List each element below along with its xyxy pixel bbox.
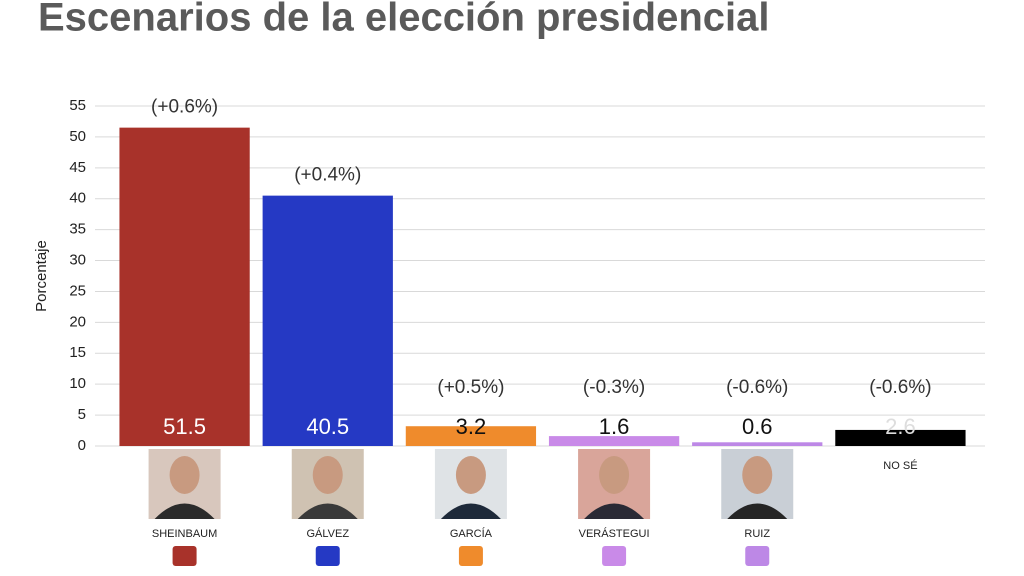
y-tick-label: 30 [69,252,86,269]
bar [548,436,680,446]
change-label: (-0.6%) [726,377,788,398]
y-tick-label: 20 [69,313,86,330]
change-label: (-0.6%) [869,377,931,398]
value-label: 40.5 [306,414,349,439]
y-tick-label: 5 [78,406,86,423]
value-label: 2.6 [885,414,916,439]
photo-body [440,503,501,519]
photo-face [599,456,630,494]
photo-body [727,503,788,519]
bar [262,195,393,446]
y-tick-label: 0 [78,437,86,454]
y-tick-label: 35 [69,221,86,238]
photo-body [584,503,645,519]
party-logo [458,546,483,566]
bar [692,442,823,446]
category-label: GÁLVEZ [306,527,349,540]
category-label: VERÁSTEGUI [579,527,650,540]
y-tick-label: 15 [69,344,86,361]
party-logo [602,546,627,566]
value-label: 1.6 [599,414,630,439]
party-logo [315,546,340,566]
change-label: (+0.6%) [151,97,218,118]
y-axis-label: Porcentaje [33,240,50,312]
photo-face [312,456,343,494]
party-logo [745,546,770,566]
change-label: (+0.4%) [294,165,361,186]
bar [835,429,966,446]
y-tick-label: 10 [69,375,86,392]
category-label: GARCÍA [450,527,493,540]
photo-face [742,456,773,494]
photo-body [154,503,215,519]
y-tick-label: 55 [69,97,86,114]
change-label: (-0.3%) [583,377,645,398]
value-label: 0.6 [742,414,773,439]
photo-body [297,503,358,519]
y-tick-label: 25 [69,282,86,299]
party-logo [172,546,197,566]
photo-face [169,456,200,494]
chart-title: Escenarios de la elección presidencial [38,0,769,40]
y-tick-label: 45 [69,159,86,176]
change-label: (+0.5%) [437,377,504,398]
category-label: SHEINBAUM [152,528,217,540]
category-label: RUIZ [744,528,770,540]
value-label: 3.2 [456,414,487,439]
bar [119,127,250,447]
bar [405,426,537,446]
value-label: 51.5 [163,414,206,439]
category-label: NO SÉ [883,459,917,472]
y-tick-label: 40 [69,190,86,207]
y-tick-label: 50 [69,128,86,145]
photo-face [455,456,486,494]
